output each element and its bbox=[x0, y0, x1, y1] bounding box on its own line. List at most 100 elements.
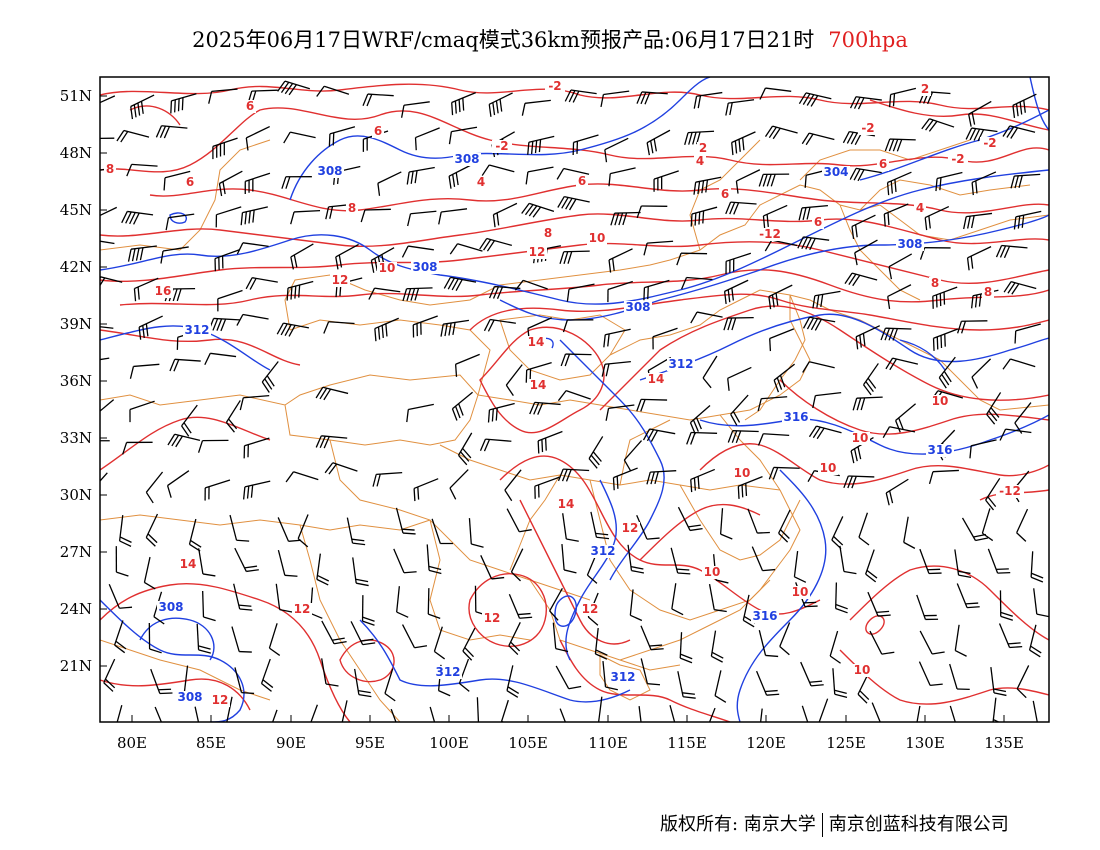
height-label-bg bbox=[609, 671, 637, 684]
wind-barb bbox=[640, 625, 664, 651]
wind-barb bbox=[462, 627, 476, 661]
wind-barb bbox=[395, 507, 416, 535]
wind-barb bbox=[610, 211, 641, 226]
wind-barb bbox=[236, 242, 269, 255]
lon-label: 100E bbox=[429, 734, 469, 752]
wind-barb bbox=[758, 173, 790, 187]
wind-barb bbox=[108, 584, 133, 609]
map-frame bbox=[99, 76, 1050, 723]
wind-barb bbox=[429, 706, 438, 722]
wind-barb bbox=[1013, 210, 1042, 230]
wind-barb bbox=[882, 426, 916, 439]
wind-barb bbox=[521, 99, 551, 116]
wind-barb bbox=[214, 249, 240, 272]
height-label: 308 bbox=[317, 164, 342, 178]
lat-label: 21N bbox=[60, 657, 92, 675]
wind-barb bbox=[457, 432, 473, 466]
wind-barb bbox=[506, 665, 520, 698]
wind-barb bbox=[100, 206, 118, 220]
height-label: 304 bbox=[823, 165, 848, 179]
lon-label: 90E bbox=[276, 734, 306, 752]
wind-barb bbox=[525, 166, 554, 185]
wind-barb bbox=[636, 514, 660, 540]
wind-barb bbox=[448, 163, 473, 189]
wind-barb bbox=[492, 202, 518, 228]
title-main: 2025年06月17日WRF/cmaq模式36km预报产品:06月17日21时 bbox=[192, 28, 815, 52]
temperature-label-bg bbox=[929, 277, 941, 290]
temperature-label: 8 bbox=[931, 276, 939, 290]
temperature-label-bg bbox=[153, 285, 173, 298]
wind-barb bbox=[693, 91, 723, 109]
wind-barb bbox=[393, 548, 417, 574]
wind-barb bbox=[150, 668, 173, 695]
wind-barb bbox=[243, 437, 270, 459]
wind-barb bbox=[689, 404, 711, 435]
wind-barb bbox=[202, 590, 216, 622]
wind-barb bbox=[564, 89, 597, 103]
lat-label: 33N bbox=[60, 429, 92, 447]
temperature-label-bg bbox=[948, 153, 968, 166]
lon-label: 95E bbox=[355, 734, 385, 752]
wind-barb bbox=[835, 582, 848, 614]
wind-barb bbox=[323, 321, 355, 334]
wind-barb bbox=[400, 101, 430, 118]
height-label: 312 bbox=[590, 544, 615, 558]
temperature-label-bg bbox=[178, 558, 198, 571]
wind-barb bbox=[555, 665, 582, 690]
temperature-label: 12 bbox=[622, 521, 639, 535]
wind-barb bbox=[643, 240, 674, 256]
temperature-label-bg bbox=[914, 202, 926, 215]
wind-barb bbox=[240, 206, 268, 226]
wind-barb bbox=[384, 668, 396, 702]
wind-barb bbox=[802, 361, 835, 373]
wind-barb bbox=[426, 544, 442, 575]
temperature-label: 14 bbox=[648, 372, 665, 386]
wind-barb bbox=[145, 471, 164, 504]
wind-barb bbox=[636, 398, 668, 412]
wind-barb bbox=[690, 311, 723, 324]
wind-barb bbox=[267, 709, 278, 722]
wind-barb bbox=[225, 400, 241, 433]
wind-barb bbox=[188, 518, 202, 552]
wind-barb bbox=[239, 394, 270, 411]
wind-barb bbox=[572, 134, 599, 156]
wind-barb bbox=[307, 704, 318, 722]
temperature-label: 4 bbox=[477, 175, 485, 189]
lat-label: 36N bbox=[60, 372, 92, 390]
wind-barb bbox=[849, 96, 882, 110]
wind-barb bbox=[286, 280, 314, 301]
temperature-label-bg bbox=[620, 522, 640, 535]
wind-barb bbox=[449, 469, 469, 500]
wind-barb bbox=[731, 131, 756, 156]
wind-barb bbox=[727, 366, 752, 391]
temperature-label-bg bbox=[377, 262, 397, 275]
lat-label: 42N bbox=[60, 258, 92, 276]
wind-barb bbox=[778, 509, 791, 543]
wind-barb bbox=[852, 396, 883, 411]
wind-barb bbox=[1014, 402, 1032, 434]
wind-barb bbox=[886, 171, 912, 196]
wind-barb bbox=[130, 94, 155, 120]
wind-barb bbox=[1002, 125, 1036, 139]
lon-label: 115E bbox=[667, 734, 707, 752]
temperature-label-bg bbox=[482, 612, 502, 625]
wind-barbs-layer bbox=[100, 80, 1049, 722]
temperature-label-bg bbox=[812, 216, 824, 229]
temperature-label-bg bbox=[697, 142, 709, 155]
temperature-label-bg bbox=[492, 140, 512, 153]
temperature-label-bg bbox=[542, 227, 554, 240]
wind-barb bbox=[818, 698, 829, 722]
height-label-bg bbox=[667, 358, 695, 371]
wind-barb bbox=[971, 171, 997, 196]
wind-barb bbox=[145, 513, 159, 547]
copyright-footer: 版权所有: 南京大学 南京创蓝科技有限公司 bbox=[660, 810, 1009, 837]
wind-barb bbox=[758, 630, 779, 658]
temperature-label-bg bbox=[545, 80, 565, 93]
wind-barb bbox=[903, 516, 916, 549]
wind-barb bbox=[932, 286, 958, 309]
wind-barb bbox=[406, 166, 435, 185]
wind-barb bbox=[871, 702, 883, 722]
temperature-label-bg bbox=[930, 395, 950, 408]
temperature-label: 6 bbox=[246, 99, 254, 113]
temperature-label: 10 bbox=[854, 663, 871, 677]
